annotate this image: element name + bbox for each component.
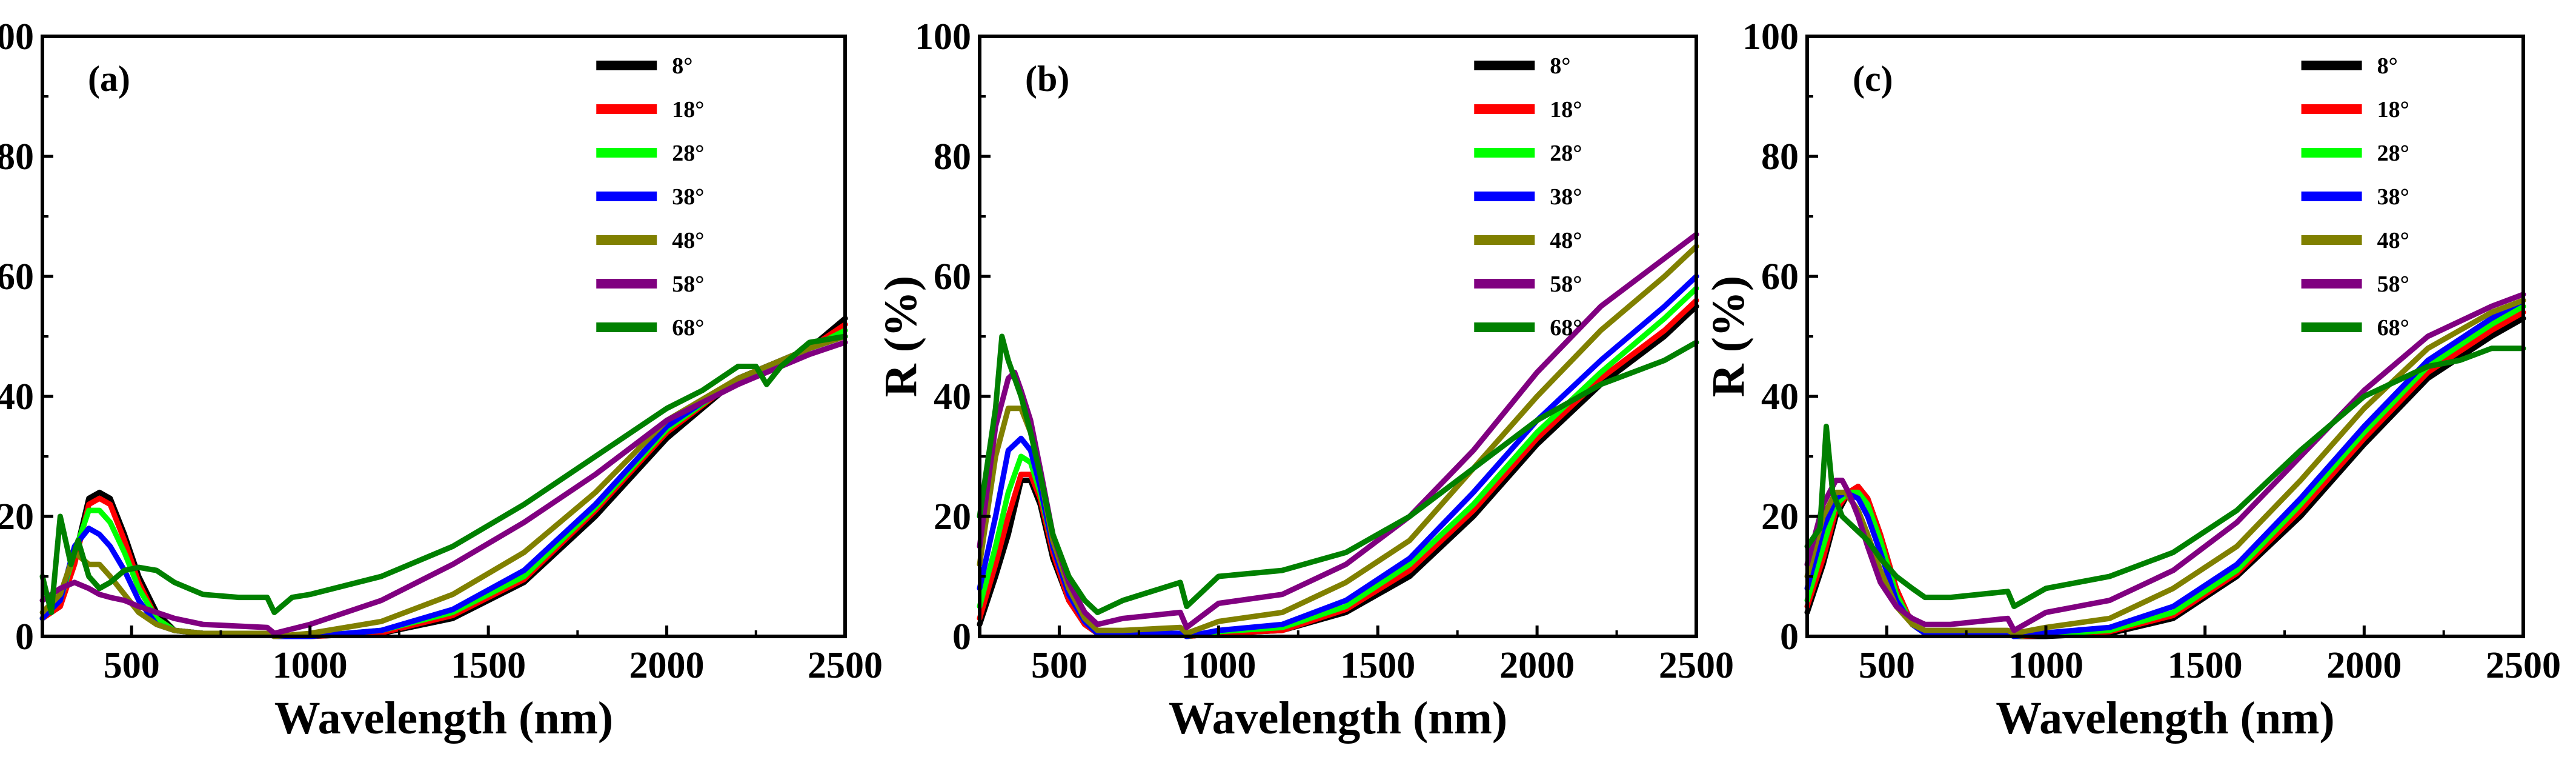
series-line-a-6 (39, 339, 848, 636)
x-tick-label-a: 2000 (629, 645, 705, 686)
y-axis-title-b: R (%) (875, 276, 926, 398)
y-tick-label-c: 0 (1780, 616, 1799, 658)
series-line-a-2 (39, 321, 848, 639)
y-tick-label-a: 40 (0, 376, 34, 418)
legend-label-a-7: 68° (672, 315, 704, 341)
x-tick-label-c: 1000 (2008, 645, 2083, 686)
series-line-b-6 (977, 232, 1699, 630)
series-line-a-7 (39, 333, 848, 615)
y-tick-label-a: 100 (0, 16, 34, 58)
plot-frame-a (41, 35, 847, 638)
x-tick-label-b: 1500 (1340, 645, 1415, 686)
y-tick-label-a: 80 (0, 136, 34, 178)
series-line-b-7 (977, 333, 1699, 615)
legend-label-c-3: 28° (2377, 141, 2409, 166)
x-tick-label-a: 500 (104, 645, 160, 686)
series-line-c-6 (1804, 292, 2526, 633)
panel-label-c: (c) (1853, 59, 1893, 99)
x-tick-label-b: 2000 (1499, 645, 1575, 686)
y-tick-label-c: 40 (1761, 376, 1799, 418)
x-tick-label-b: 1000 (1181, 645, 1256, 686)
legend-label-c-1: 8° (2377, 53, 2398, 79)
x-axis-title-b: Wavelength (nm) (1169, 693, 1507, 744)
legend-label-b-3: 28° (1550, 141, 1582, 166)
legend-label-a-4: 38° (672, 184, 704, 210)
legend-label-a-5: 48° (672, 228, 704, 253)
x-tick-label-c: 500 (1859, 645, 1915, 686)
x-axis-title-c: Wavelength (nm) (1996, 693, 2334, 744)
legend-label-a-6: 58° (672, 272, 704, 297)
panel-c: 0 20 40 60 80 100 500 1000 1500 2000 2500 Wavelengt… (1703, 16, 2561, 744)
series-line-a-4 (39, 333, 848, 639)
series-line-c-4 (1804, 298, 2526, 639)
y-tick-label-a: 20 (0, 496, 34, 538)
panel-a: 0 20 40 60 80 100 500 1000 1500 2000 2500 Wavelengt… (0, 16, 883, 744)
plot-frame-b (978, 35, 1698, 638)
legend-label-a-3: 28° (672, 141, 704, 166)
legend-label-b-1: 8° (1550, 53, 1570, 79)
y-tick-label-c: 80 (1761, 136, 1799, 178)
y-axis-title-c: R (%) (1703, 276, 1754, 398)
y-tick-label-c: 60 (1761, 256, 1799, 298)
legend-label-b-4: 38° (1550, 184, 1582, 210)
panel-label-a: (a) (88, 59, 130, 99)
series-line-b-4 (977, 273, 1699, 639)
y-tick-label-c: 20 (1761, 496, 1799, 538)
legend-label-c-6: 58° (2377, 272, 2409, 297)
x-tick-label-a: 2500 (808, 645, 883, 686)
legend-label-c-2: 18° (2377, 97, 2409, 122)
series-line-b-5 (977, 244, 1699, 636)
y-tick-label-b: 80 (934, 136, 971, 178)
y-tick-label-b: 40 (934, 376, 971, 418)
plot-frame-c (1805, 35, 2525, 638)
panel-label-b: (b) (1025, 59, 1069, 99)
y-tick-label-b: 100 (915, 16, 971, 58)
y-tick-label-c: 100 (1742, 16, 1799, 58)
series-line-a-1 (39, 315, 848, 639)
series-line-a-5 (39, 333, 848, 639)
legend-label-b-7: 68° (1550, 315, 1582, 341)
x-tick-label-a: 1000 (273, 645, 348, 686)
legend-label-c-7: 68° (2377, 315, 2409, 341)
series-line-c-7 (1804, 345, 2526, 609)
x-tick-label-c: 2000 (2326, 645, 2402, 686)
legend-label-c-4: 38° (2377, 184, 2409, 210)
panel-b: 0 20 40 60 80 100 500 1000 1500 2000 2500 Wavelengt… (875, 16, 1734, 744)
legend-label-a-2: 18° (672, 97, 704, 122)
legend-label-b-2: 18° (1550, 97, 1582, 122)
y-tick-label-b: 0 (952, 616, 971, 658)
y-tick-label-a: 60 (0, 256, 34, 298)
legend-label-c-5: 48° (2377, 228, 2409, 253)
x-tick-label-b: 500 (1031, 645, 1087, 686)
legend-label-b-6: 58° (1550, 272, 1582, 297)
legend-label-b-5: 48° (1550, 228, 1582, 253)
legend-label-a-1: 8° (672, 53, 692, 79)
series-line-c-5 (1804, 298, 2526, 636)
y-tick-label-b: 20 (934, 496, 971, 538)
x-tick-label-a: 1500 (451, 645, 526, 686)
x-axis-title-a: Wavelength (nm) (274, 693, 613, 744)
y-tick-label-a: 0 (15, 616, 34, 658)
x-tick-label-b: 2500 (1659, 645, 1734, 686)
y-tick-label-b: 60 (934, 256, 971, 298)
x-tick-label-c: 1500 (2168, 645, 2243, 686)
x-tick-label-c: 2500 (2486, 645, 2561, 686)
